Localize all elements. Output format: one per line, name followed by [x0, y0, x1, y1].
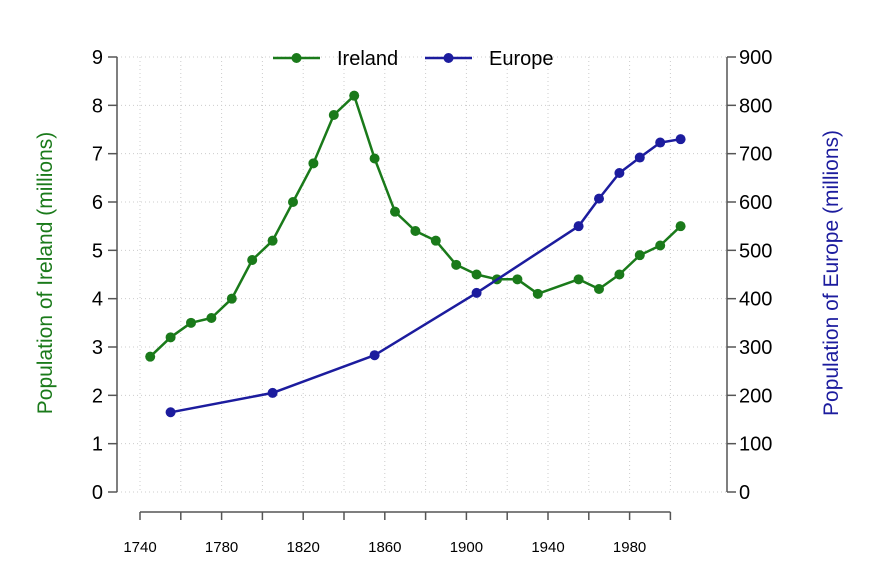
ireland-data-point [369, 153, 380, 164]
ireland-data-point [328, 110, 339, 120]
europe-data-point [634, 152, 645, 163]
right-axis-tick-label: 300 [739, 337, 772, 359]
ireland-data-point [145, 351, 156, 362]
ireland-data-point [349, 90, 360, 101]
europe-data-point [614, 168, 625, 178]
x-axis-tick-label: 1860 [368, 539, 401, 556]
legend-label-ireland: Ireland [337, 48, 398, 70]
ireland-data-point [573, 274, 584, 285]
ireland-data-point [186, 317, 196, 328]
left-axis-tick-label: 7 [92, 144, 103, 166]
europe-data-point [594, 193, 604, 204]
left-axis-tick-label: 0 [92, 482, 103, 504]
right-axis-tick-label: 500 [739, 240, 772, 262]
left-axis-tick-label: 3 [92, 337, 103, 359]
ireland-data-point [594, 284, 604, 294]
left-axis-title: Population of Ireland (millions) [34, 132, 57, 414]
right-axis-tick-label: 400 [739, 289, 772, 311]
left-axis-tick-label: 8 [92, 95, 103, 117]
right-axis-tick-label: 700 [739, 144, 772, 166]
legend-marker-ireland [291, 53, 302, 63]
ireland-data-point [308, 158, 319, 169]
legend: Ireland Europe [273, 48, 554, 70]
europe-data-point [573, 221, 584, 232]
right-axis-tick-label: 600 [739, 192, 772, 214]
europe-series-line [170, 137, 681, 414]
legend-marker-europe [443, 53, 454, 63]
ireland-data-point [614, 269, 625, 280]
europe-data-point [655, 137, 666, 148]
grid [117, 56, 727, 493]
ireland-data-point [206, 313, 217, 323]
left-axis-tick-label: 9 [92, 47, 103, 69]
ireland-data-point [655, 240, 666, 251]
left-axis-tick-label: 1 [92, 434, 103, 456]
ireland-data-point [226, 293, 237, 304]
x-axis-tick-label: 1980 [613, 539, 646, 556]
x-axis-tick-label: 1820 [287, 539, 320, 556]
right-axis-tick-label: 0 [739, 482, 750, 504]
ireland-data-point [430, 235, 441, 246]
x-axis-tick-label: 1740 [123, 539, 156, 556]
ireland-data-point [532, 288, 543, 299]
x-axis-tick-label: 1900 [450, 539, 483, 556]
europe-data-point [675, 134, 686, 145]
ireland-data-point [247, 255, 258, 265]
right-axis-tick-label: 100 [739, 434, 772, 456]
right-axis-tick-label: 200 [739, 385, 772, 407]
right-axis-title: Population of Europe (millions) [820, 130, 843, 416]
europe-data-point [369, 350, 380, 361]
ireland-data-point [634, 250, 645, 261]
ireland-data-point [390, 206, 400, 217]
ireland-data-point [165, 332, 176, 343]
europe-data-point [471, 287, 482, 298]
ireland-data-point [410, 226, 421, 236]
axes: 0 1 2 3 4 5 6 7 8 9 0 100 200 300 400 500 600 700 800 900 17… [92, 47, 773, 556]
plot-area [145, 90, 686, 418]
europe-data-point [165, 407, 176, 418]
ireland-data-point [451, 259, 462, 270]
left-axis-tick-label: 5 [92, 240, 103, 262]
ireland-data-point [675, 221, 686, 232]
x-axis-tick-label: 1780 [205, 539, 238, 556]
right-axis-tick-label: 800 [739, 95, 772, 117]
left-axis-tick-label: 2 [92, 385, 103, 407]
left-axis-tick-label: 4 [92, 289, 103, 311]
europe-data-point [267, 387, 278, 398]
legend-label-europe: Europe [489, 48, 554, 70]
ireland-data-point [512, 274, 523, 285]
left-axis-tick-label: 6 [92, 192, 103, 214]
ireland-data-point [267, 235, 278, 246]
ireland-data-point [288, 197, 298, 207]
x-axis-tick-label: 1940 [531, 539, 564, 556]
right-axis-tick-label: 900 [739, 47, 772, 69]
ireland-data-point [471, 269, 482, 280]
